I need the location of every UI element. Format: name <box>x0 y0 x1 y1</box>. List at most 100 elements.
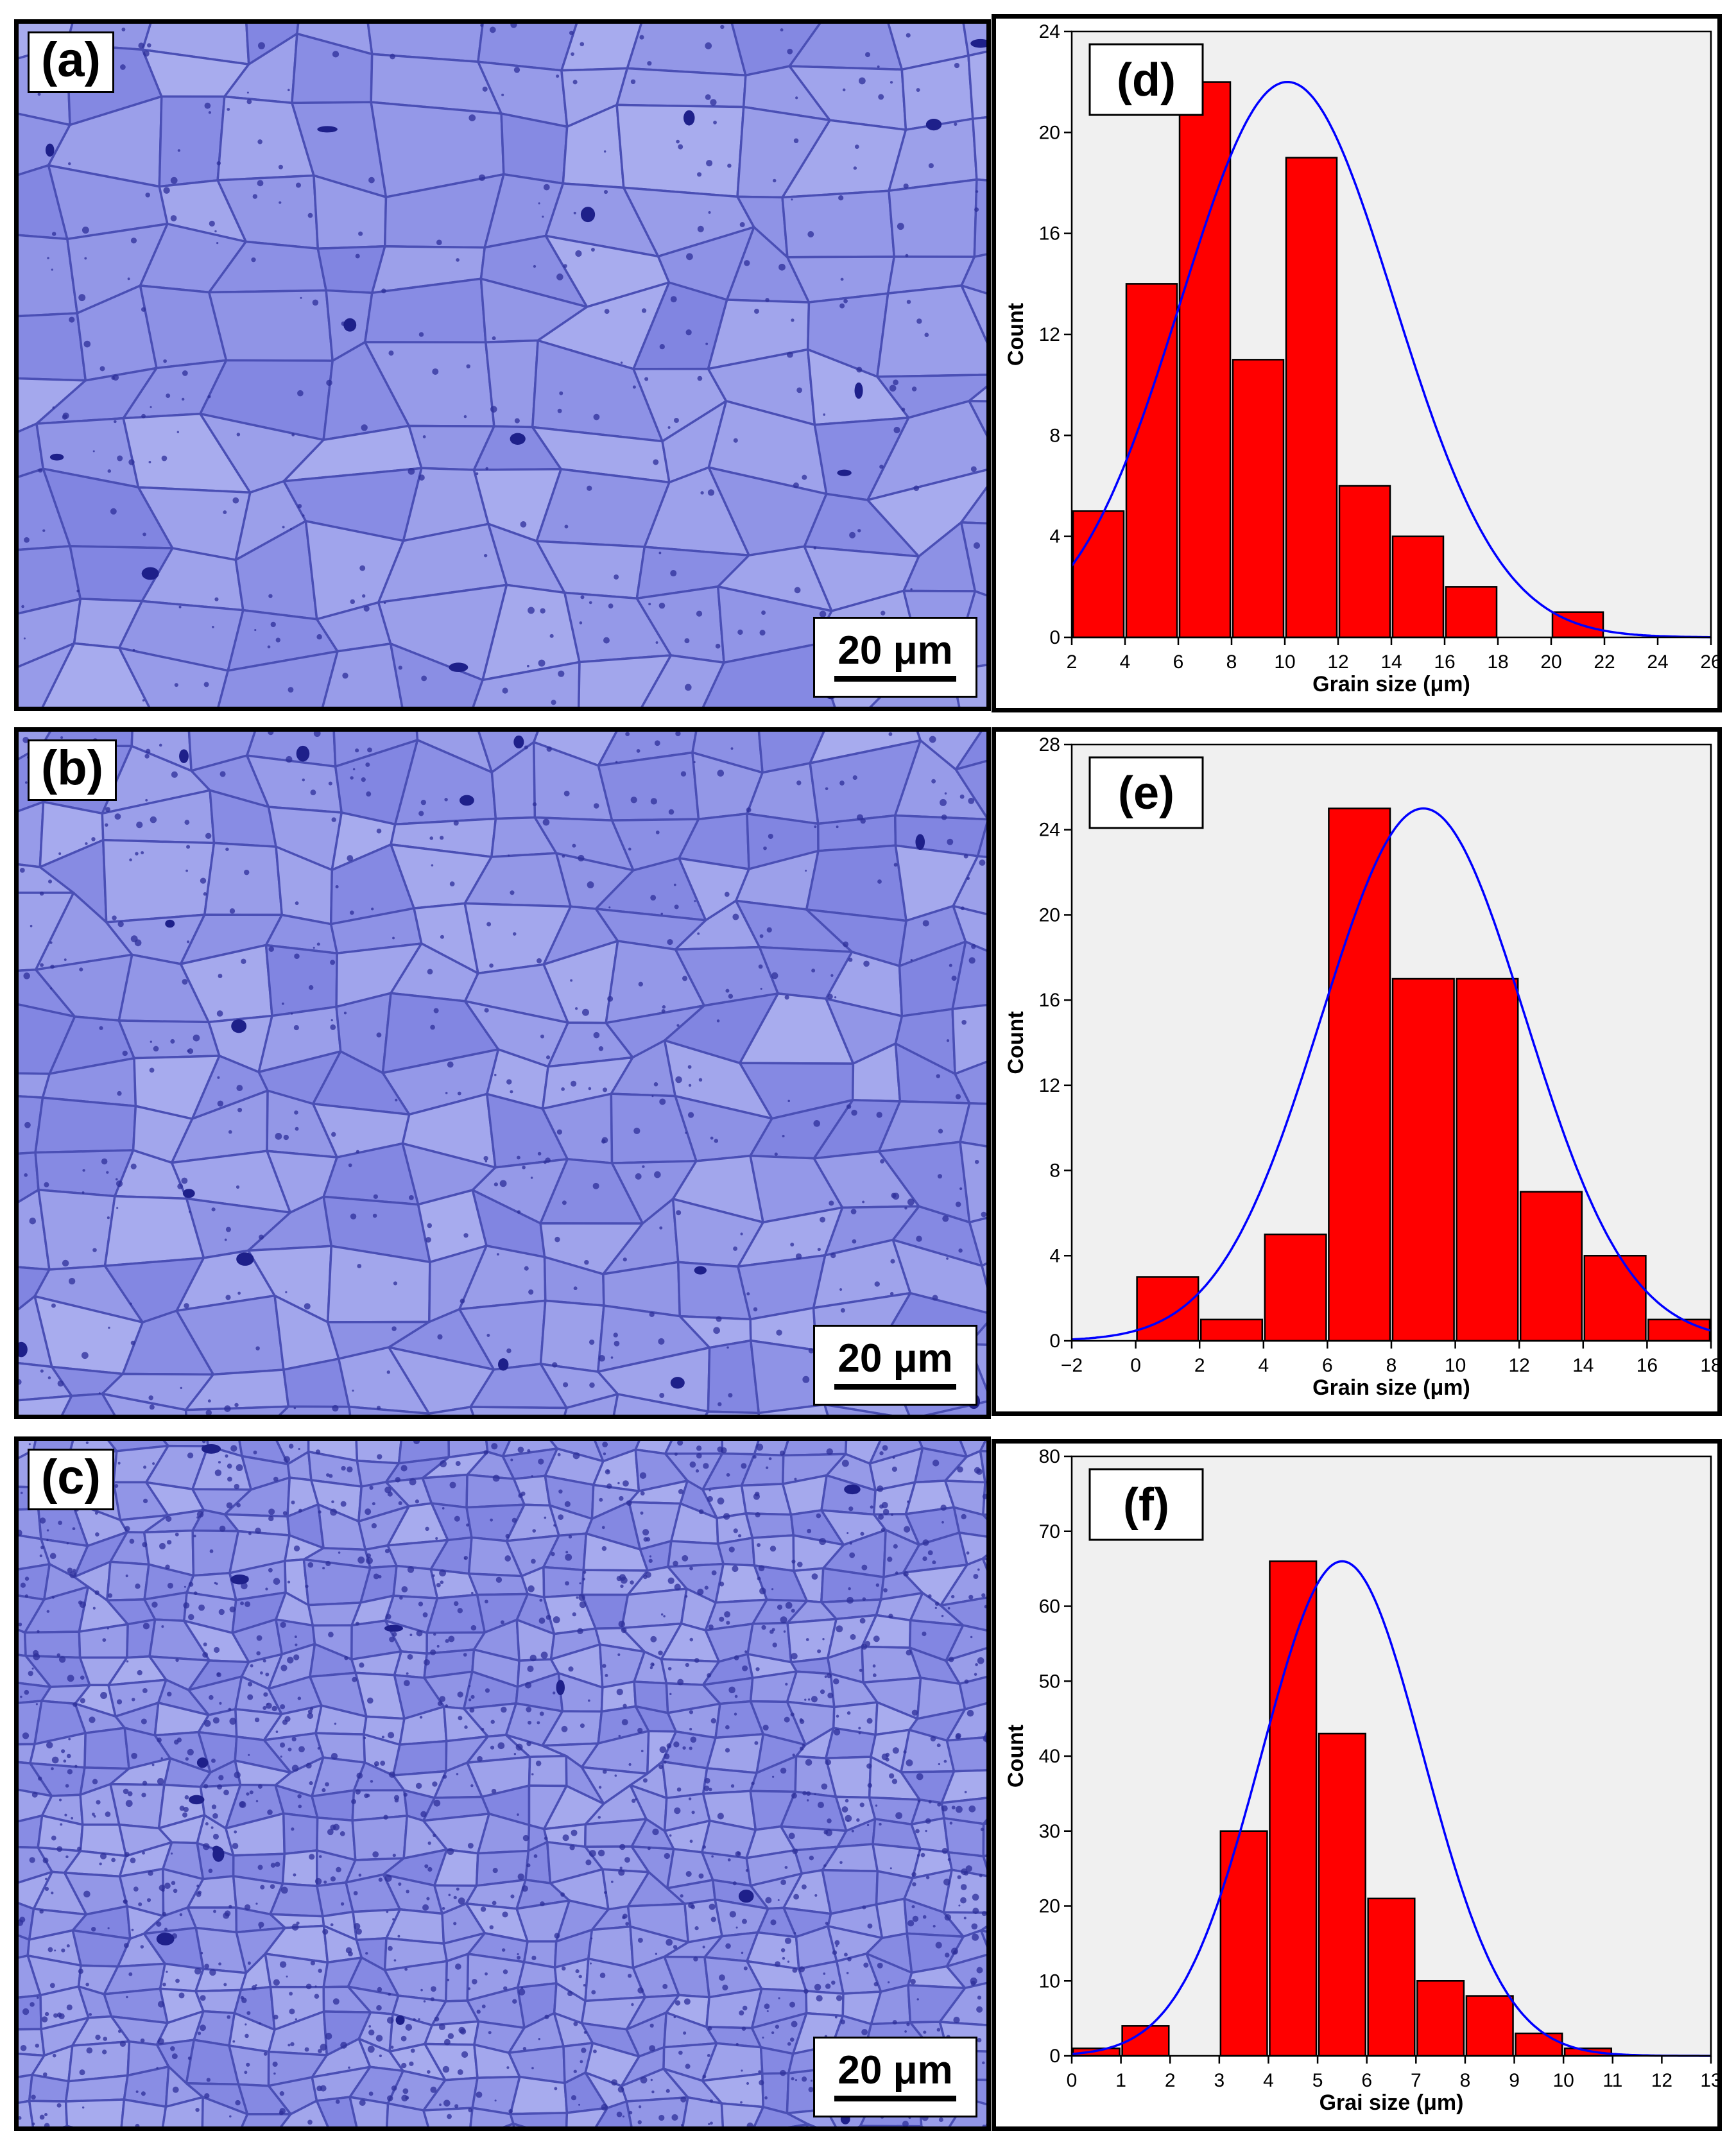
scale-bar-label: 20 μm <box>838 628 953 673</box>
histogram-bar <box>1391 978 1455 1342</box>
y-axis-title: Count <box>1004 1011 1028 1074</box>
scale-bar-label: 20 μm <box>838 2048 953 2092</box>
y-tick-label: 24 <box>1039 21 1060 42</box>
x-tick-label: 3 <box>1214 2070 1225 2091</box>
y-tick-label: 20 <box>1039 122 1060 143</box>
x-tick-label: 18 <box>1700 1355 1717 1376</box>
histogram-bar <box>1136 1276 1199 1342</box>
grain-network <box>19 732 986 1415</box>
histogram-bar <box>1515 2032 1563 2057</box>
panel-label-b: (b) <box>28 739 117 801</box>
y-tick-label: 4 <box>1049 1245 1060 1266</box>
histogram-bar <box>1199 1318 1264 1342</box>
histogram-f: 01234567891011121301020304050607080Grai … <box>992 1439 1722 2131</box>
x-tick-label: 20 <box>1540 651 1561 673</box>
y-tick-label: 28 <box>1039 734 1060 755</box>
y-tick-label: 80 <box>1039 1446 1060 1467</box>
x-tick-label: 2 <box>1165 2070 1176 2091</box>
y-axis-title: Count <box>1004 1725 1028 1788</box>
histogram-bar <box>1219 1830 1268 2057</box>
scale-bar-b: 20 μm <box>813 1325 977 1406</box>
normal-fit-curve <box>1071 1560 1711 2057</box>
x-tick-label: 14 <box>1380 651 1402 673</box>
x-tick-label: 5 <box>1312 2070 1323 2091</box>
histogram-bar <box>1416 1980 1465 2057</box>
x-tick-label: 8 <box>1226 651 1237 673</box>
x-tick-label: 6 <box>1361 2070 1372 2091</box>
y-tick-label: 0 <box>1049 627 1060 648</box>
y-tick-label: 8 <box>1049 1160 1060 1182</box>
grain-network <box>19 24 986 707</box>
x-tick-label: 4 <box>1263 2070 1274 2091</box>
x-tick-label: 10 <box>1445 1355 1466 1376</box>
panel-label: (d) <box>1117 55 1176 106</box>
x-tick-label: 4 <box>1120 651 1131 673</box>
histogram-bar <box>1232 359 1285 639</box>
x-tick-label: 12 <box>1327 651 1348 673</box>
x-tick-label: 1 <box>1115 2070 1126 2091</box>
panel-label-a: (a) <box>28 31 114 93</box>
y-axis-title: Count <box>1004 303 1028 366</box>
y-tick-label: 16 <box>1039 990 1060 1011</box>
x-axis-title: Grain size (μm) <box>1312 1375 1470 1400</box>
normal-fit-curve <box>1070 80 1711 639</box>
histogram-d-svg: 246810121416182022242604812162024Grain s… <box>1004 21 1717 696</box>
x-tick-label: 11 <box>1603 2070 1622 2091</box>
y-tick-label: 12 <box>1039 1075 1060 1096</box>
panel-label-c: (c) <box>28 1449 114 1510</box>
y-tick-label: 24 <box>1039 820 1060 841</box>
panel-label-box <box>1088 1468 1204 1541</box>
y-tick-label: 40 <box>1039 1746 1060 1767</box>
x-tick-label: 9 <box>1509 2070 1520 2091</box>
plot-area <box>1072 31 1711 637</box>
y-tick-label: 50 <box>1039 1671 1060 1692</box>
x-tick-label: 13 <box>1700 2070 1717 2091</box>
x-tick-label: 16 <box>1434 651 1455 673</box>
x-tick-label: 4 <box>1258 1355 1269 1376</box>
panel-label-box <box>1088 756 1204 829</box>
histogram-e: −20246810121416180481216202428Grain size… <box>992 727 1722 1416</box>
histogram-f-svg: 01234567891011121301020304050607080Grai … <box>1004 1446 1717 2115</box>
y-tick-label: 20 <box>1039 904 1060 926</box>
x-tick-label: 2 <box>1067 651 1078 673</box>
panel-label: (e) <box>1118 768 1174 819</box>
x-tick-label: 0 <box>1130 1355 1141 1376</box>
x-tick-label: 8 <box>1460 2070 1471 2091</box>
histogram-bar <box>1178 81 1232 639</box>
histogram-bar <box>1269 1560 1318 2057</box>
scale-bar-line <box>834 1384 956 1390</box>
x-tick-label: 22 <box>1594 651 1615 673</box>
x-tick-label: 14 <box>1572 1355 1594 1376</box>
x-tick-label: 12 <box>1509 1355 1530 1376</box>
normal-fit-curve <box>1071 807 1712 1341</box>
x-tick-label: 6 <box>1322 1355 1333 1376</box>
histogram-bar <box>1264 1233 1327 1342</box>
panel-label-box <box>1088 43 1204 116</box>
histogram-bar <box>1647 1318 1711 1342</box>
histogram-bar <box>1328 807 1391 1342</box>
scale-bar-c: 20 μm <box>813 2037 977 2117</box>
y-tick-label: 70 <box>1039 1521 1060 1542</box>
precipitates <box>21 24 986 705</box>
histogram-bar <box>1318 1732 1366 2057</box>
y-tick-label: 10 <box>1039 1970 1060 1992</box>
x-tick-label: 18 <box>1487 651 1508 673</box>
scale-bar-line <box>834 676 956 682</box>
micrograph-a: (a) 20 μm <box>14 19 991 711</box>
x-tick-label: 24 <box>1647 651 1668 673</box>
scale-bar-line <box>834 2096 956 2101</box>
scale-bar-label: 20 μm <box>838 1336 953 1381</box>
histogram-bar <box>1456 978 1519 1342</box>
histogram-e-svg: −20246810121416180481216202428Grain size… <box>1004 734 1717 1400</box>
x-tick-label: 7 <box>1411 2070 1422 2091</box>
x-tick-label: 0 <box>1067 2070 1078 2091</box>
histogram-bar <box>1465 1995 1514 2057</box>
histogram-bar <box>1072 510 1125 639</box>
histogram-bar <box>1583 1255 1647 1342</box>
histogram-bar <box>1519 1191 1583 1342</box>
x-tick-label: 16 <box>1637 1355 1658 1376</box>
x-tick-label: 2 <box>1194 1355 1205 1376</box>
histogram-bar <box>1367 1897 1416 2057</box>
y-tick-label: 30 <box>1039 1821 1060 1842</box>
histogram-bar <box>1445 586 1498 639</box>
